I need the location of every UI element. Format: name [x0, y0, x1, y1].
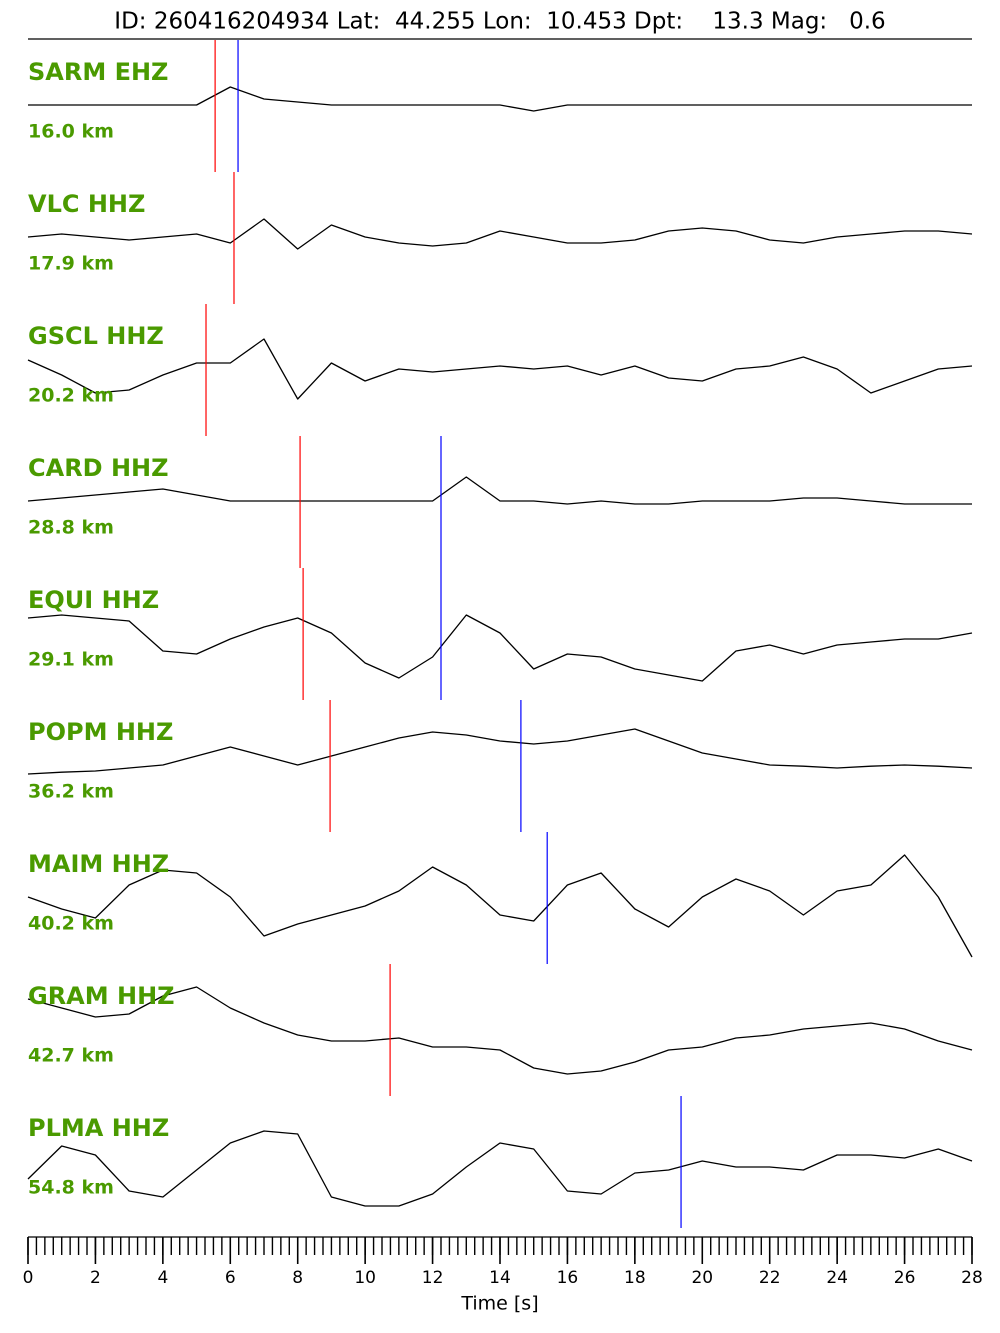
distance-label: 40.2 km — [28, 913, 114, 935]
x-tick-label: 16 — [557, 1268, 579, 1288]
x-tick-label: 8 — [292, 1268, 303, 1288]
x-tick-label: 20 — [691, 1268, 713, 1288]
x-tick-label: 2 — [90, 1268, 101, 1288]
station-label: CARD HHZ — [28, 454, 169, 482]
x-tick-label: 28 — [961, 1268, 983, 1288]
station-label: PLMA HHZ — [28, 1114, 169, 1142]
waveform — [27, 218, 973, 250]
x-tick-label: 24 — [826, 1268, 848, 1288]
station-label: MAIM HHZ — [28, 850, 169, 878]
waveform — [27, 728, 973, 775]
distance-label: 28.8 km — [28, 517, 114, 539]
waveform — [27, 1130, 973, 1207]
x-tick-label: 14 — [489, 1268, 511, 1288]
distance-label: 54.8 km — [28, 1177, 114, 1199]
waveform — [27, 986, 973, 1075]
station-label: SARM EHZ — [28, 58, 168, 86]
x-tick-label: 26 — [894, 1268, 916, 1288]
station-label: GSCL HHZ — [28, 322, 164, 350]
distance-label: 20.2 km — [28, 385, 114, 407]
waveform — [27, 476, 972, 505]
station-label: VLC HHZ — [28, 190, 145, 218]
chart-title: ID: 260416204934 Lat: 44.255 Lon: 10.453… — [114, 9, 885, 35]
x-tick-label: 18 — [624, 1268, 646, 1288]
distance-label: 16.0 km — [28, 121, 114, 143]
x-tick-label: 10 — [354, 1268, 376, 1288]
waveform — [27, 854, 973, 958]
waveform — [27, 338, 973, 400]
waveform — [27, 614, 973, 682]
distance-label: 42.7 km — [28, 1045, 114, 1067]
distance-label: 29.1 km — [28, 649, 114, 671]
station-label: GRAM HHZ — [28, 982, 175, 1010]
x-axis-label: Time [s] — [460, 1293, 538, 1315]
station-label: EQUI HHZ — [28, 586, 159, 614]
waveform — [28, 86, 972, 112]
distance-label: 17.9 km — [28, 253, 114, 275]
station-label: POPM HHZ — [28, 718, 173, 746]
x-tick-label: 0 — [23, 1268, 34, 1288]
x-tick-label: 22 — [759, 1268, 781, 1288]
x-tick-label: 4 — [157, 1268, 168, 1288]
distance-label: 36.2 km — [28, 781, 114, 803]
x-tick-label: 6 — [225, 1268, 236, 1288]
x-tick-label: 12 — [422, 1268, 444, 1288]
